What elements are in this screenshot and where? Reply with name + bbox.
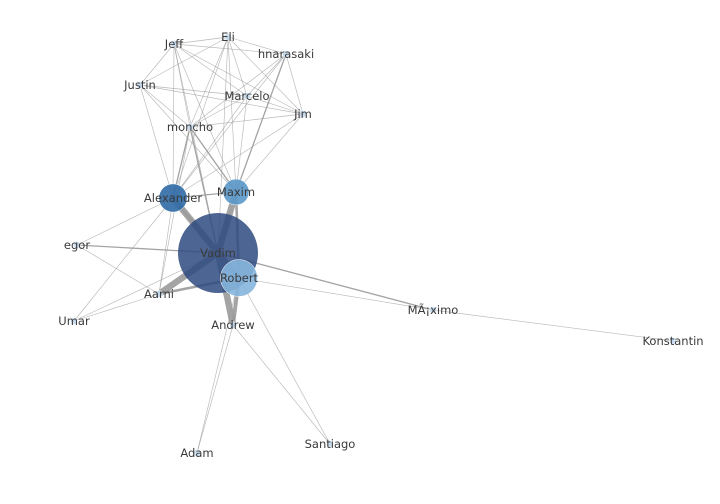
node-marcelo[interactable] xyxy=(243,92,251,100)
node-label-marcelo: Marcelo xyxy=(224,89,269,103)
edge-maxim-moncho xyxy=(189,126,237,193)
node-moncho[interactable] xyxy=(186,123,194,131)
edge-alexander-jeff xyxy=(172,43,175,199)
edge-umar-alexander xyxy=(73,197,174,322)
node-label-eli: Eli xyxy=(221,30,235,44)
node-label-aarni: Aarni xyxy=(144,287,174,301)
node-label-maximo: MÃ¡ximo xyxy=(408,302,459,317)
node-label-jim: Jim xyxy=(293,107,312,121)
edge-maxim-marcelo xyxy=(235,95,248,193)
edge-jim-justin xyxy=(139,84,304,115)
node-jim[interactable] xyxy=(299,110,307,118)
edge-maximo-konstantin xyxy=(432,309,674,342)
node-label-justin: Justin xyxy=(123,78,156,92)
node-label-moncho: moncho xyxy=(167,120,213,134)
node-label-robert: Robert xyxy=(220,271,259,285)
node-santiago[interactable] xyxy=(326,440,334,448)
edge-maxim-eli xyxy=(227,36,237,193)
edge-andrew-santiago xyxy=(232,324,331,445)
edge-marcelo-hnarasaki xyxy=(246,53,287,97)
edge-umar-aarni xyxy=(73,293,160,322)
node-robert[interactable] xyxy=(220,259,258,297)
edge-marcelo-justin xyxy=(139,84,248,97)
edge-moncho-eli xyxy=(189,36,229,128)
node-maxim[interactable] xyxy=(222,178,250,206)
edge-eli-justin xyxy=(139,36,229,86)
edge-maxim-jim xyxy=(235,113,304,193)
edge-alexander-eli xyxy=(172,36,229,199)
edge-marcelo-jim xyxy=(246,95,304,115)
node-label-vadim: Vadim xyxy=(200,246,236,260)
edges-layer xyxy=(73,36,674,454)
node-adam[interactable] xyxy=(193,449,201,457)
edge-marcelo-eli xyxy=(227,36,248,97)
node-jeff[interactable] xyxy=(170,40,178,48)
edge-jim-hnarasaki xyxy=(285,53,304,115)
edge-andrew-adam xyxy=(196,324,234,454)
node-label-alexander: Alexander xyxy=(144,191,202,205)
edge-egor-aarni xyxy=(76,244,160,295)
edge-hnarasaki-jeff xyxy=(173,43,287,55)
node-label-santiago: Santiago xyxy=(305,437,356,451)
node-label-adam: Adam xyxy=(180,446,213,460)
edge-moncho-hnarasaki xyxy=(189,53,287,128)
node-label-andrew: Andrew xyxy=(211,318,254,332)
edge-moncho-jeff xyxy=(173,43,191,128)
edge-alexander-marcelo xyxy=(172,95,248,199)
node-label-hnarasaki: hnarasaki xyxy=(258,47,314,61)
edge-maxim-jeff xyxy=(173,43,237,193)
edge-alexander-aarni xyxy=(158,197,174,295)
edge-robert-adam xyxy=(196,277,240,454)
edge-jim-jeff xyxy=(173,43,304,115)
node-umar[interactable] xyxy=(70,317,78,325)
edge-jeff-justin xyxy=(139,43,175,86)
node-egor[interactable] xyxy=(73,241,81,249)
node-label-jeff: Jeff xyxy=(164,37,184,51)
node-eli[interactable] xyxy=(224,33,232,41)
edge-robert-santiago xyxy=(238,277,331,445)
edge-moncho-justin xyxy=(139,84,191,128)
node-label-umar: Umar xyxy=(58,314,90,328)
labels-layer: Vadim Robert Alexander Maxim Aarni Andrew monc… xyxy=(58,30,703,460)
node-alexander[interactable] xyxy=(158,183,188,213)
nodes-layer xyxy=(70,33,677,457)
node-justin[interactable] xyxy=(136,81,144,89)
node-konstantin[interactable] xyxy=(669,337,677,345)
node-label-maxim: Maxim xyxy=(217,185,255,199)
edge-robert-maximo xyxy=(238,277,434,311)
node-label-konstantin: Konstantin xyxy=(642,334,703,348)
edge-hnarasaki-eli xyxy=(227,36,287,55)
node-hnarasaki[interactable] xyxy=(282,50,290,58)
node-maximo[interactable] xyxy=(429,306,437,314)
edge-eli-jeff xyxy=(173,36,229,45)
edge-marcelo-jeff xyxy=(173,43,248,97)
node-label-egor: egor xyxy=(64,238,90,252)
node-aarni[interactable] xyxy=(155,290,163,298)
edge-maxim-hnarasaki xyxy=(235,53,287,193)
edge-egor-alexander xyxy=(76,197,174,246)
edge-alexander-hnarasaki xyxy=(172,53,287,199)
node-andrew[interactable] xyxy=(229,321,237,329)
edge-alexander-justin xyxy=(139,84,174,199)
edge-moncho-jim xyxy=(189,113,304,128)
edge-alexander-jim xyxy=(172,113,304,199)
edge-moncho-marcelo xyxy=(189,95,248,128)
